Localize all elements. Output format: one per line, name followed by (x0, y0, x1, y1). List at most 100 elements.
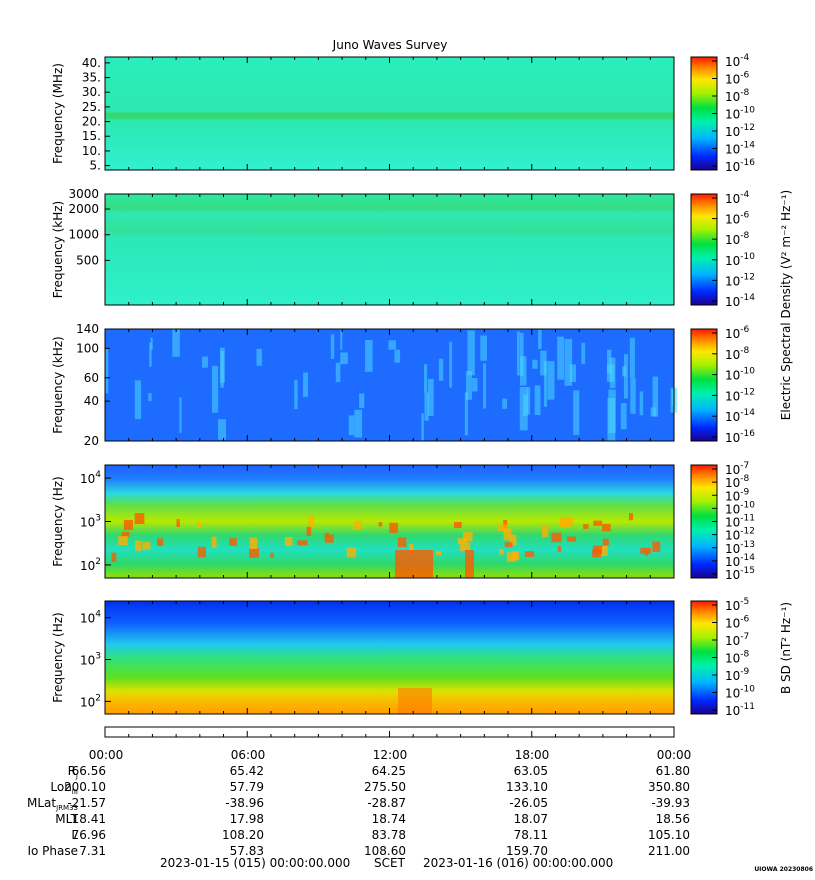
y-tick-label: 35. (82, 71, 101, 85)
emission-blob (135, 540, 142, 551)
y-tick-label: 500 (76, 253, 99, 267)
emission-blob (551, 532, 562, 543)
emission-streak (620, 402, 627, 430)
emission-blob (503, 528, 512, 541)
y-tick-label: 104 (80, 610, 101, 626)
y-tick-label: 103 (80, 514, 101, 530)
emission-streak (212, 365, 219, 413)
time-tick-label: 06:00 (230, 748, 266, 762)
ephemeris-value: 64.25 (371, 764, 406, 778)
y-tick-label: 1000 (68, 228, 99, 242)
colorbar-tick-label: 10-9 (725, 667, 750, 683)
emission-streak (424, 392, 429, 421)
y-axis-label: Frequency (Hz) (51, 612, 65, 703)
colorbar-tick-label: 10-6 (725, 325, 750, 341)
emission-streak (472, 378, 478, 392)
emission-blob (118, 536, 128, 546)
emission-blob (121, 531, 130, 537)
emission-blob (353, 520, 362, 530)
y-tick-label: 15. (82, 129, 101, 143)
time-tick-label: 00:00 (88, 748, 124, 762)
ephemeris-value: 57.83 (229, 844, 264, 858)
colorbar-tick-label: 10-8 (725, 231, 750, 247)
panel-1: 5.10.15.20.25.30.35.40. Frequency (MHz) 10… (51, 53, 755, 174)
y-tick-label: 102 (80, 693, 101, 709)
y-tick-label: 5. (90, 159, 101, 173)
emission-streak (340, 352, 348, 365)
emission-blob (498, 524, 508, 532)
emission-streak (465, 371, 473, 400)
ephemeris-value: 18.07 (513, 812, 548, 826)
colorbar-tick-label: 10-15 (725, 566, 755, 582)
colorbar-scale (690, 328, 718, 442)
emission-blob (397, 537, 407, 548)
ephemeris-value: 211.00 (648, 844, 690, 858)
emission-streak (483, 363, 487, 409)
emission-streak (179, 397, 182, 433)
ephemeris-row-label: MLT (55, 812, 78, 826)
colorbar-tick-label: 10-12 (725, 387, 755, 403)
emission-blob (524, 551, 535, 557)
emission-streak (202, 356, 208, 368)
emission-streak (256, 348, 262, 366)
emission-blob (583, 523, 589, 529)
emission-blob (598, 545, 608, 556)
y-tick-label: 40 (84, 394, 99, 408)
y-tick-label: 2000 (68, 202, 99, 216)
colorbar-tick-label: 10-10 (725, 252, 755, 268)
colorbar-tick-label: 10-12 (725, 272, 755, 288)
emission-blob (284, 537, 293, 547)
ephemeris-value: 18.41 (71, 812, 106, 826)
chart-title: Juno Waves Survey (332, 38, 448, 52)
y-tick-label: 30. (82, 85, 101, 99)
emission-streak (467, 330, 475, 376)
time-axis (104, 726, 675, 738)
y-tick-label: 60 (84, 371, 99, 385)
y-axis-label: Frequency (kHz) (51, 201, 65, 298)
emission-streak (652, 376, 659, 417)
emission-blob (652, 541, 661, 552)
colorbar-label-magnetic: B SD (nT² Hz⁻¹) (779, 602, 793, 694)
emission-blob (629, 513, 634, 521)
emission-streak (150, 337, 153, 350)
ephemeris-value: 18.56 (655, 812, 690, 826)
emission-streak (218, 419, 226, 440)
colorbar-tick-label: 10-7 (725, 632, 749, 648)
emission-blob (346, 547, 357, 558)
ephemeris-value: -21.57 (67, 796, 106, 810)
emission-blob (270, 552, 274, 558)
emission-blob (176, 519, 180, 528)
emission-blob (308, 516, 315, 528)
emission-blob (324, 534, 334, 543)
emission-blob (453, 521, 462, 529)
emission-streak (335, 362, 341, 383)
colorbar-tick-label: 10-8 (725, 88, 750, 104)
emission-burst (465, 550, 474, 578)
emission-streak (148, 393, 152, 402)
emission-streak (294, 379, 298, 410)
emission-blob (142, 542, 151, 550)
emission-blob (435, 551, 442, 556)
ephemeris-row-label: MLatJRM33 (27, 796, 78, 812)
spectrogram-4 (105, 465, 674, 578)
emission-blob (306, 526, 312, 536)
emission-blob (557, 546, 562, 553)
colorbar-tick-label: 10-14 (725, 141, 755, 157)
ephemeris-value: -38.96 (225, 796, 264, 810)
colorbar-4: 10-710-810-910-1010-1110-1210-1310-1410-… (690, 461, 755, 582)
spectrogram-1 (105, 57, 674, 170)
colorbar-tick-label: 10-6 (725, 211, 750, 227)
colorbar-3: 10-6 10-8 10-10 10-12 10-14 10-16 (690, 325, 755, 445)
emission-streak (573, 390, 580, 435)
emission-streak (340, 329, 343, 350)
y-axis-label: Frequency (MHz) (51, 63, 65, 164)
ephemeris-value: 350.80 (648, 780, 690, 794)
footer-scet: SCET (374, 856, 405, 870)
colorbar-tick-label: 10-14 (725, 408, 755, 424)
ephemeris-value: 159.70 (506, 844, 548, 858)
emission-blob (506, 552, 517, 562)
emission-streak (480, 335, 487, 361)
colorbar-tick-label: 10-16 (725, 429, 755, 445)
